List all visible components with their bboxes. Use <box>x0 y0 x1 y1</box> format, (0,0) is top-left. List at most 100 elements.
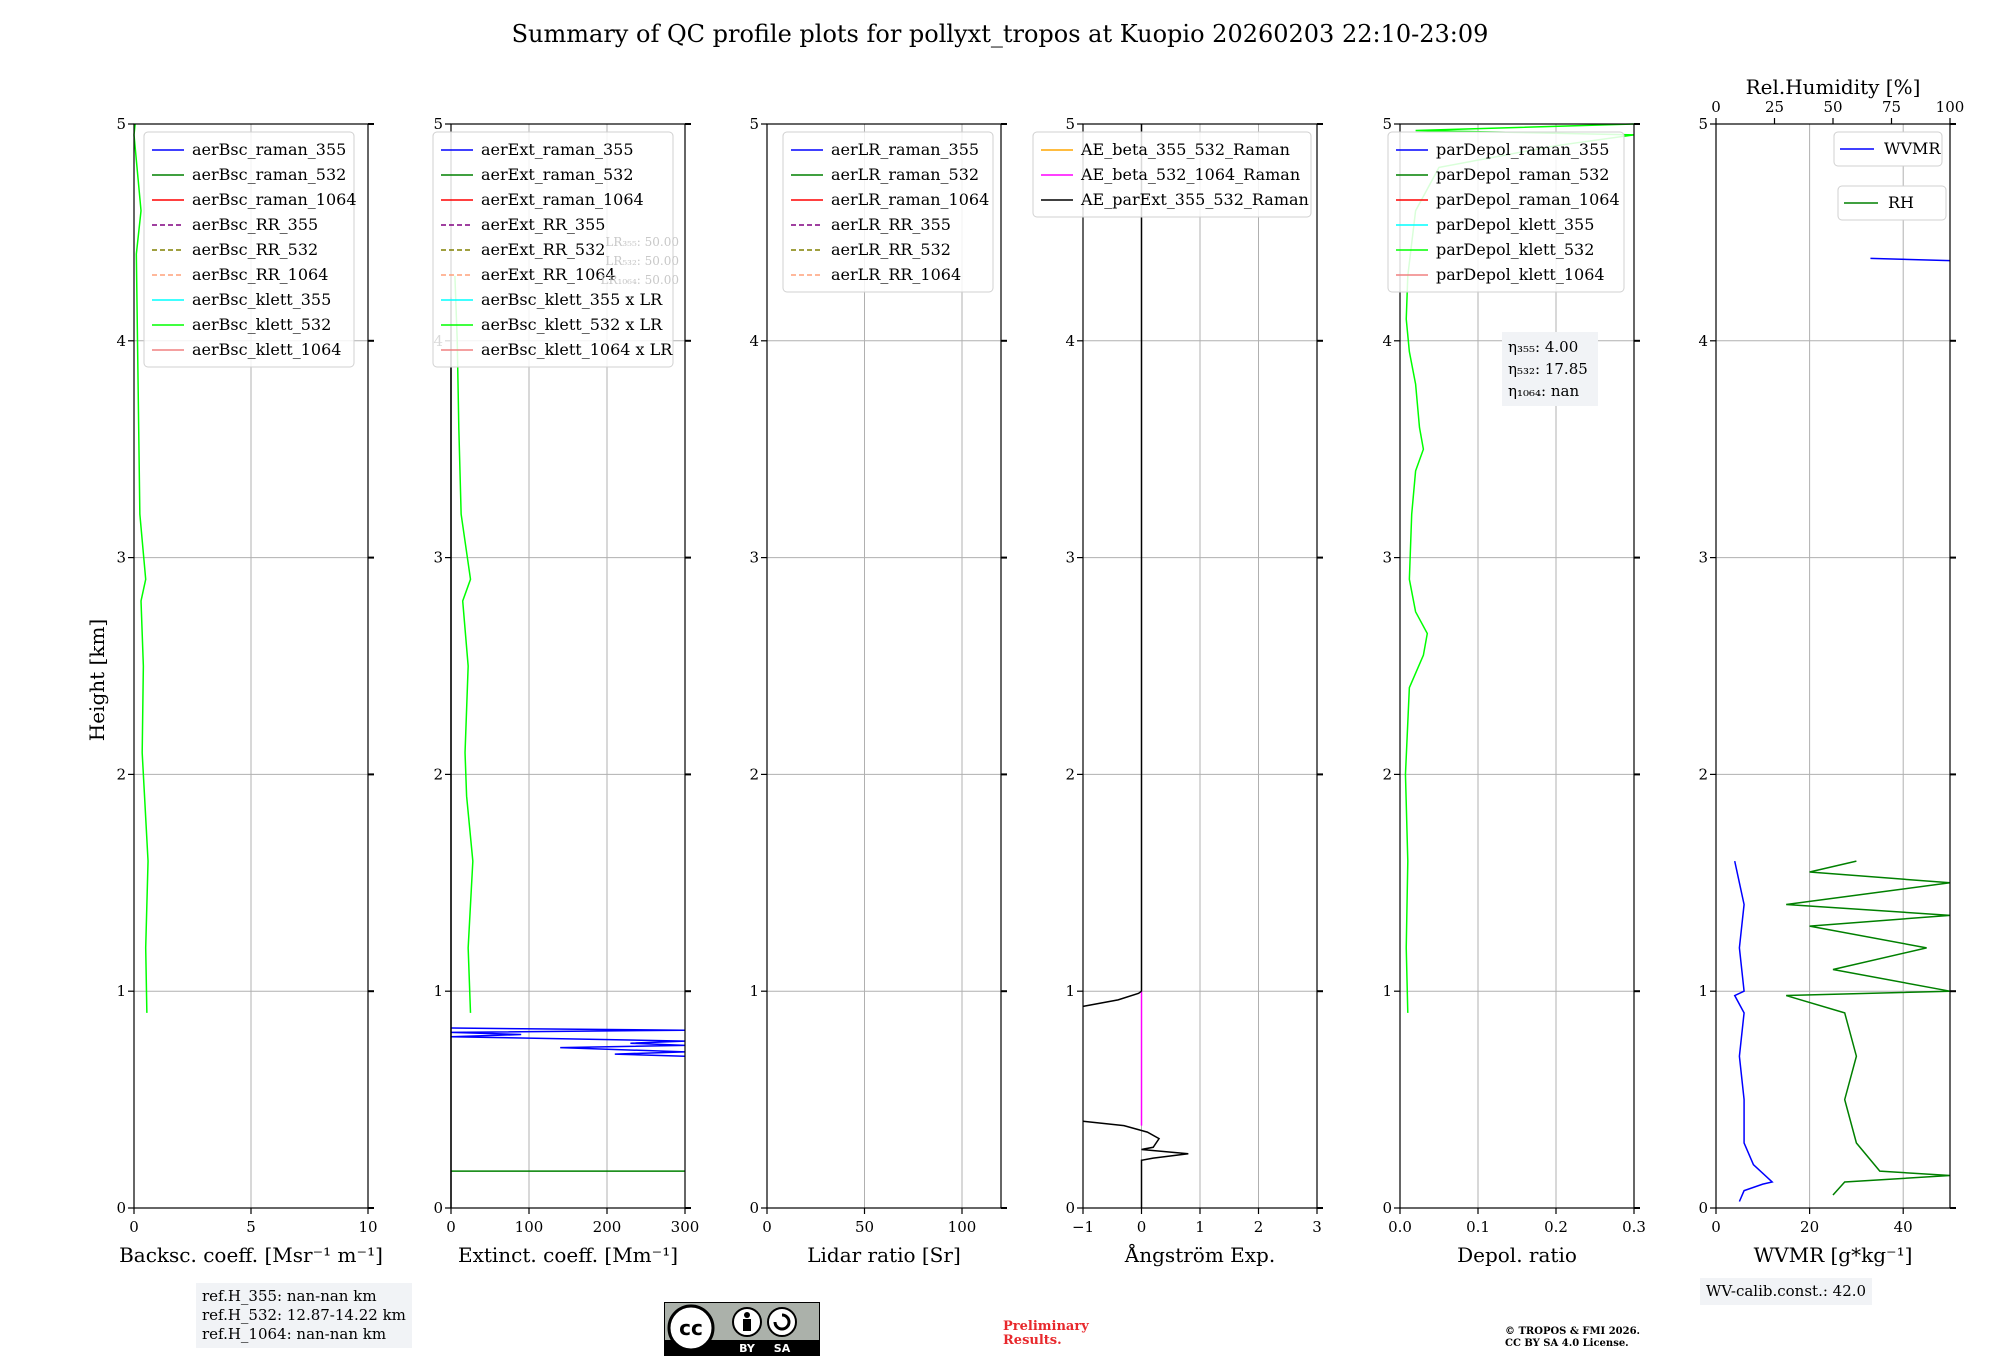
copyright-line-2: CC BY SA 4.0 License. <box>1505 1338 1629 1349</box>
legend-label: aerBsc_RR_355 <box>192 215 318 234</box>
legend-label: aerBsc_raman_355 <box>192 140 346 159</box>
subplot-1: 0 1 2 3 4 5 0 5 10 Backsc. coeff. [Msr⁻¹ m⁻¹] aerB… <box>116 115 382 1267</box>
axes-frame <box>766 123 1002 1209</box>
top-x-tick-label: 50 <box>1823 98 1842 116</box>
x-tick-label: 0 <box>446 1218 456 1236</box>
x-tick-label: 10 <box>358 1218 377 1236</box>
y-tick-label: 3 <box>1382 549 1392 567</box>
legend-label: aerExt_raman_1064 <box>481 190 644 209</box>
wv-calib-const: WV-calib.const.: 42.0 <box>1706 1282 1867 1300</box>
preliminary-line-2: Results. <box>1003 1333 1062 1348</box>
legend-label: aerBsc_klett_355 <box>192 290 331 309</box>
legend: aerBsc_raman_355 aerBsc_raman_532 aerBsc_r… <box>143 131 357 368</box>
legend-frame <box>432 131 674 368</box>
legend-frame <box>782 131 994 293</box>
x-tick-label: 0 <box>1137 1218 1147 1236</box>
axes-frame <box>1399 123 1635 1209</box>
x-tick-label: 2 <box>1254 1218 1264 1236</box>
eta-box <box>1502 332 1598 406</box>
x-tick-label: 1 <box>1195 1218 1205 1236</box>
eta-text: η₅₃₂: 17.85 <box>1508 360 1588 378</box>
x-tick-label: 0.3 <box>1622 1218 1646 1236</box>
y-tick-label: 5 <box>1065 115 1075 133</box>
series-aerBsc_klett_532 <box>133 123 149 1013</box>
legend-label: aerBsc_klett_532 x LR <box>481 315 663 334</box>
legend-label: parDepol_klett_532 <box>1436 240 1594 259</box>
legend-label: parDepol_raman_355 <box>1436 140 1609 159</box>
legend-frame <box>1032 131 1312 218</box>
x-axis-label: Extinct. coeff. [Mm⁻¹] <box>458 1243 678 1267</box>
y-tick-label: 3 <box>1065 549 1075 567</box>
y-tick-label: 2 <box>1698 765 1708 783</box>
legend-label: aerExt_RR_1064 <box>481 265 616 284</box>
legend-label: aerExt_raman_532 <box>481 165 634 184</box>
subplot-5: 0 1 2 3 4 5 0.0 0.1 0.2 0.3 Depol. ratio parDepol_r… <box>1382 115 1645 1267</box>
y-tick-label: 1 <box>1382 982 1392 1000</box>
axes-frame <box>450 123 686 1209</box>
x-tick-label: 50 <box>855 1218 874 1236</box>
legend-label: aerExt_RR_355 <box>481 215 605 234</box>
legend-label: parDepol_klett_1064 <box>1436 265 1605 284</box>
y-tick-label: 3 <box>433 549 443 567</box>
legend-label: aerBsc_klett_532 <box>192 315 331 334</box>
legend-label: aerLR_raman_355 <box>831 140 979 159</box>
y-axis-label: Height [km] <box>85 619 109 741</box>
x-tick-label: 0.0 <box>1388 1218 1412 1236</box>
legend: parDepol_raman_355 parDepol_raman_532 parD… <box>1387 131 1625 293</box>
y-tick-label: 3 <box>749 549 759 567</box>
legend-label: aerLR_RR_355 <box>831 215 951 234</box>
legend-label: aerLR_raman_1064 <box>831 190 989 209</box>
y-tick-label: 5 <box>433 115 443 133</box>
y-tick-label: 4 <box>116 332 126 350</box>
y-tick-label: 2 <box>1065 765 1075 783</box>
legend-label: aerLR_RR_1064 <box>831 265 961 284</box>
x-tick-label: 3 <box>1312 1218 1322 1236</box>
y-tick-label: 4 <box>1382 332 1392 350</box>
series-WVMR <box>1733 860 1774 1202</box>
x-axis-label: Lidar ratio [Sr] <box>807 1243 961 1267</box>
x-axis-label: WVMR [g*kg⁻¹] <box>1754 1243 1913 1267</box>
legend-label: aerExt_raman_355 <box>481 140 634 159</box>
cc-by-label: BY <box>739 1342 756 1355</box>
y-tick-label: 2 <box>749 765 759 783</box>
copyright-notice: © TROPOS & FMI 2026. CC BY SA 4.0 Licens… <box>1505 1326 1640 1350</box>
y-tick-label: 3 <box>116 549 126 567</box>
x-tick-label: 0 <box>762 1218 772 1236</box>
series-aerExt_raman_355 <box>450 1027 686 1057</box>
legend-label: parDepol_raman_1064 <box>1436 190 1620 209</box>
y-tick-label: 1 <box>749 982 759 1000</box>
copyright-line-1: © TROPOS & FMI 2026. <box>1505 1326 1641 1337</box>
y-tick-label: 2 <box>433 765 443 783</box>
legend-label: AE_beta_355_532_Raman <box>1080 140 1290 159</box>
top-axis-label: Rel.Humidity [%] <box>1746 75 1921 99</box>
x-tick-label: 0.2 <box>1544 1218 1568 1236</box>
legend-label: aerBsc_raman_1064 <box>192 190 357 209</box>
x-tick-label: 40 <box>1894 1218 1913 1236</box>
legend-label: aerExt_RR_532 <box>481 240 605 259</box>
x-axis-label: Depol. ratio <box>1457 1243 1577 1267</box>
legend-label: WVMR <box>1884 139 1941 158</box>
ref-height-532: ref.H_532: 12.87-14.22 km <box>202 1306 406 1324</box>
top-x-tick-label: 0 <box>1711 98 1721 116</box>
legend-frame <box>143 131 355 368</box>
legend: WVMR RH <box>1833 131 1947 221</box>
legend-label: aerBsc_klett_1064 <box>192 340 341 359</box>
y-tick-label: 0 <box>749 1199 759 1217</box>
subplot-2: 0123450100200300Extinct. coeff. [Mm⁻¹]ae… <box>432 115 699 1267</box>
y-tick-label: 1 <box>1698 982 1708 1000</box>
x-tick-label: −1 <box>1072 1218 1094 1236</box>
series-AE_parExt_355_532_Raman_c <box>1082 1120 1189 1208</box>
lidar-ratio-text: LR₁₀₆₄: 50.00 <box>601 273 679 287</box>
top-x-tick-label: 25 <box>1765 98 1784 116</box>
y-tick-label: 0 <box>1698 1199 1708 1217</box>
preliminary-line-1: Preliminary <box>1003 1319 1089 1334</box>
lidar-ratio-text: LR₅₃₂: 50.00 <box>605 254 679 268</box>
y-tick-label: 5 <box>116 115 126 133</box>
legend-frame <box>1387 131 1625 293</box>
legend-frame <box>1833 131 1943 167</box>
y-tick-label: 0 <box>1382 1199 1392 1217</box>
y-tick-label: 1 <box>116 982 126 1000</box>
cc-by-sa-license-logo: cc BY SA <box>664 1302 820 1356</box>
